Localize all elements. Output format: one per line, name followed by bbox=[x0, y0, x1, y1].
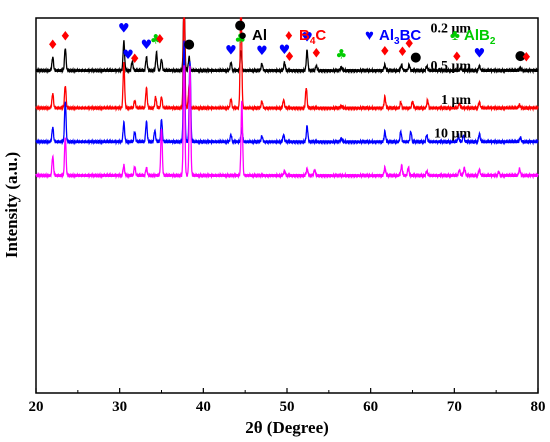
marker-2: ♥ bbox=[118, 21, 130, 36]
marker-14: ♥ bbox=[256, 44, 268, 59]
legend-label-3: AlB2 bbox=[464, 27, 496, 47]
x-tick-label-0: 20 bbox=[29, 399, 44, 415]
marker-4: ♦ bbox=[129, 52, 141, 67]
marker-6: ♣ bbox=[150, 33, 162, 48]
marker-11: ♥ bbox=[225, 44, 237, 59]
marker-5: ♥ bbox=[141, 38, 153, 53]
x-axis-title: 2θ (Degree) bbox=[245, 418, 329, 437]
trace-0 bbox=[35, 17, 539, 75]
legend-label-1: B4C bbox=[299, 27, 326, 47]
series-label-3: 10 μm bbox=[434, 127, 471, 142]
series-label-0: 0.2 μm bbox=[430, 22, 471, 37]
series-label-2: 1 μm bbox=[441, 93, 471, 108]
marker-12: ● bbox=[234, 18, 245, 33]
x-tick-label-3: 50 bbox=[280, 399, 295, 415]
marker-18: ♦ bbox=[310, 46, 322, 61]
legend-entry-2: ♥ Al3BC bbox=[365, 27, 421, 47]
legend-label-0: Al bbox=[252, 27, 267, 44]
marker-3: ♥ bbox=[122, 48, 134, 63]
series-traces bbox=[35, 17, 539, 180]
trace-1 bbox=[35, 17, 539, 112]
marker-26: ● bbox=[515, 48, 526, 63]
x-tick-label-4: 60 bbox=[363, 399, 378, 415]
x-tick-label-1: 30 bbox=[112, 399, 127, 415]
legend-symbol-1: ♦ bbox=[285, 27, 293, 44]
legend-label-2: Al3BC bbox=[379, 27, 421, 47]
trace-3 bbox=[35, 65, 539, 180]
trace-2 bbox=[35, 40, 539, 146]
marker-16: ♦ bbox=[284, 50, 296, 65]
legend: ● Al ♦ B4C ♥ Al3BC ♣ AlB2 bbox=[238, 27, 496, 47]
x-axis-ticks: 20 30 40 50 60 70 80 bbox=[29, 388, 546, 415]
marker-20: ♦ bbox=[379, 45, 391, 60]
legend-symbol-0: ● bbox=[238, 27, 247, 44]
marker-13: ♣ bbox=[234, 32, 246, 47]
marker-22: ♦ bbox=[403, 37, 415, 52]
marker-25: ♥ bbox=[474, 46, 486, 61]
marker-1: ♦ bbox=[59, 30, 71, 45]
plot-frame bbox=[35, 17, 539, 394]
marker-21: ♦ bbox=[397, 45, 409, 60]
legend-entry-3: ♣ AlB2 bbox=[450, 27, 496, 47]
legend-symbol-3: ♣ bbox=[450, 27, 460, 44]
legend-entry-0: ● Al bbox=[238, 27, 267, 44]
phase-markers: ♦♦♥♥♦♥♣♦♦♥●♥●♣♥♥♦♥♦♣♦♦♦●♦♥●♦ bbox=[47, 18, 532, 67]
marker-7: ♦ bbox=[154, 32, 166, 47]
legend-symbol-2: ♥ bbox=[365, 27, 374, 44]
x-tick-label-5: 70 bbox=[447, 399, 462, 415]
marker-15: ♥ bbox=[279, 43, 291, 58]
marker-23: ● bbox=[410, 50, 421, 65]
y-axis-title: Intensity (a.u.) bbox=[2, 152, 21, 258]
series-label-1: 0.5 μm bbox=[430, 59, 471, 74]
x-tick-label-6: 80 bbox=[531, 399, 546, 415]
x-tick-label-2: 40 bbox=[196, 399, 211, 415]
series-labels: 0.2 μm 0.5 μm 1 μm 10 μm bbox=[430, 22, 471, 142]
marker-10: ● bbox=[183, 37, 194, 52]
marker-0: ♦ bbox=[47, 38, 59, 53]
marker-24: ♦ bbox=[451, 50, 463, 65]
marker-27: ♦ bbox=[520, 50, 532, 65]
legend-entry-1: ♦ B4C bbox=[285, 27, 326, 47]
marker-19: ♣ bbox=[336, 48, 348, 63]
marker-17: ♥ bbox=[301, 31, 313, 46]
